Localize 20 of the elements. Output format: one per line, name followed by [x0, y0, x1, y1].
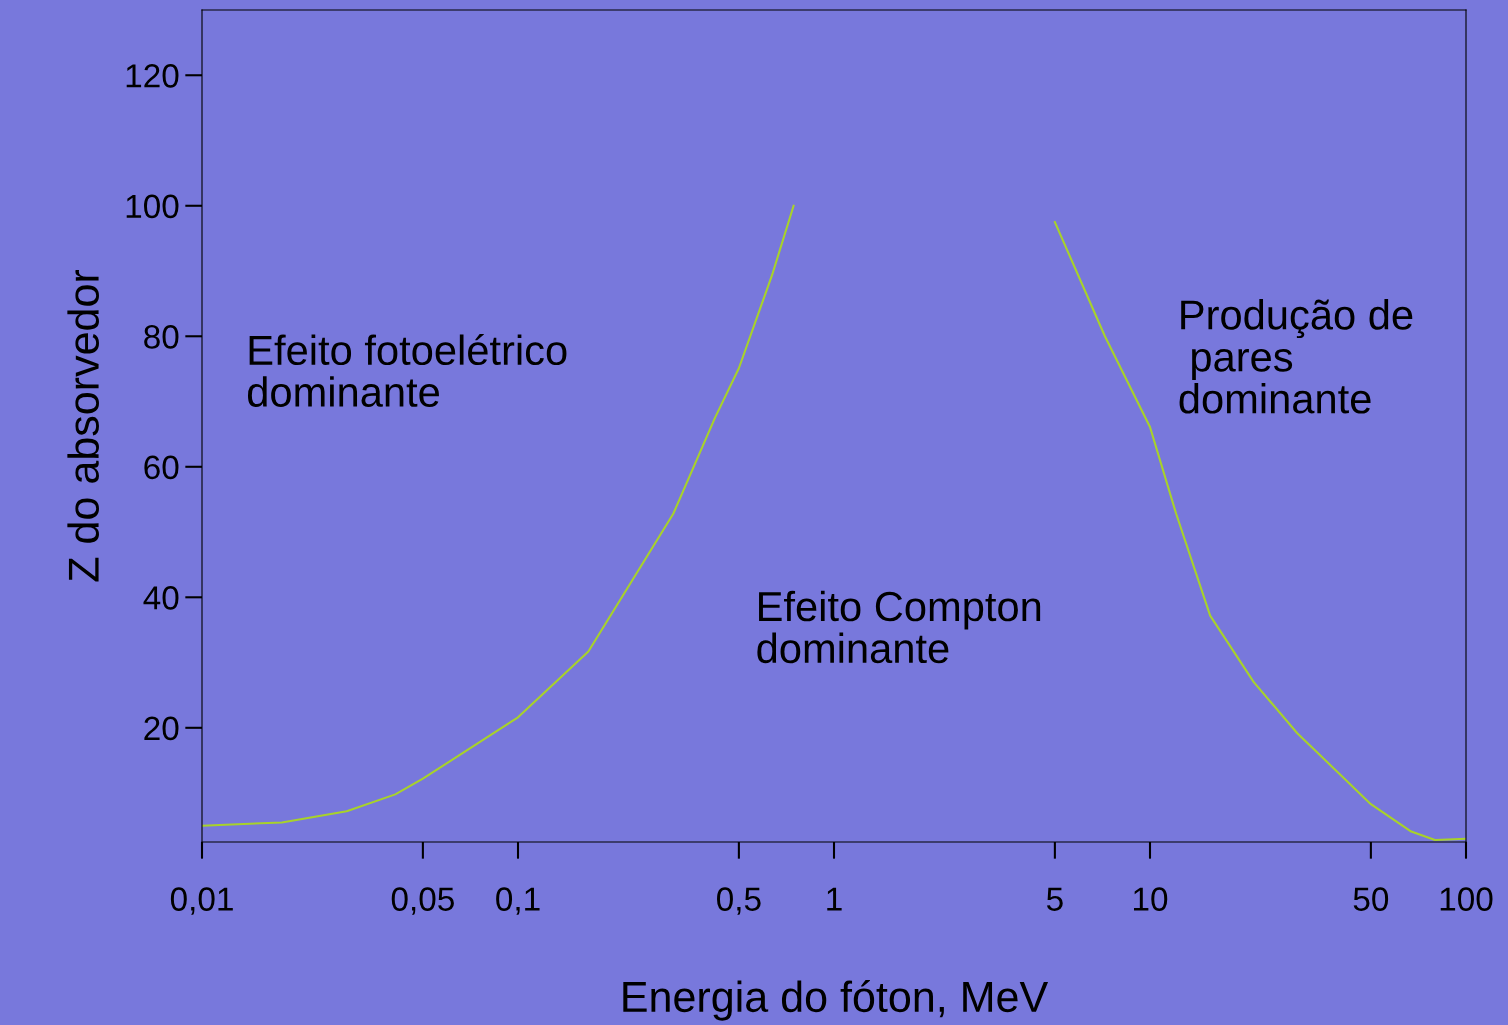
x-tick-label: 0,01	[170, 887, 233, 915]
y-axis-title: Z do absorvedor	[67, 269, 99, 582]
x-tick-label: 100	[1440, 887, 1493, 911]
x-tick-label: 5	[1046, 887, 1063, 911]
x-tick-label: 50	[1353, 887, 1389, 911]
y-tick-label: 60	[144, 455, 179, 480]
annotation: Efeito Compton dominante	[757, 590, 1041, 664]
annotation: Produção de pares dominante	[1179, 299, 1413, 414]
y-tick-label: 120	[126, 64, 179, 88]
x-tick-label: 10	[1134, 887, 1168, 911]
x-tick-label: 0,05	[391, 887, 454, 915]
x-tick-label: 1	[827, 887, 842, 911]
y-tick-label: 100	[126, 194, 179, 219]
y-tick-label: 40	[143, 586, 179, 610]
y-tick-label: 20	[144, 716, 179, 741]
x-tick-label: 0,5	[717, 887, 761, 915]
x-axis-title: Energia do fóton, MeV	[623, 980, 1049, 1021]
y-tick-label: 80	[144, 325, 179, 349]
annotation: Efeito fotoelétrico dominante	[247, 333, 567, 407]
x-tick-label: 0,1	[496, 887, 540, 915]
